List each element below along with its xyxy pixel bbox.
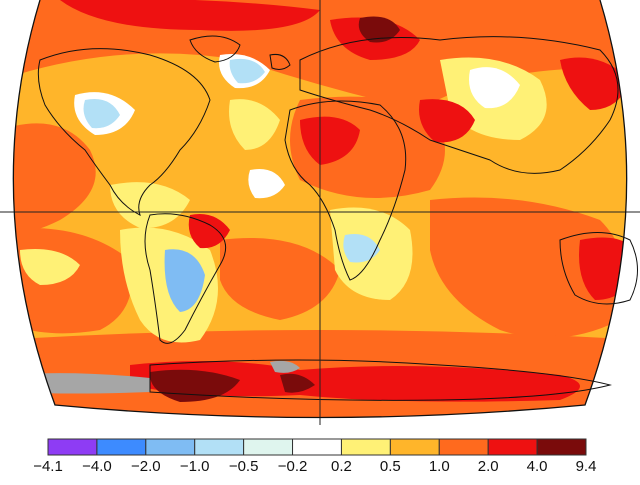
legend-bin-0 <box>47 438 98 456</box>
indian-ocean-warm <box>430 197 627 338</box>
legend-bin-9 <box>487 438 538 456</box>
coastlines <box>37 35 638 401</box>
legend-bin-6 <box>340 438 391 456</box>
legend-bin-8 <box>438 438 489 456</box>
south-america-cold <box>164 249 205 312</box>
legend-bin-7 <box>389 438 440 456</box>
legend-tick-label-11: 9.4 <box>576 458 597 475</box>
north-pacific-warm <box>13 123 96 234</box>
legend-bin-3 <box>194 438 245 456</box>
legend-tick-label-2: −2.0 <box>131 458 161 475</box>
legend-bin-5 <box>292 438 342 456</box>
color-legend-svg: −4.1 −4.0 −2.0 −1.0 −0.5 −0.2 0.2 0.5 1.0 2.0 4.0 9… <box>33 438 596 475</box>
eurasia-outline <box>299 36 619 174</box>
color-legend: −4.1 −4.0 −2.0 −1.0 −0.5 −0.2 0.2 0.5 1.0 2.0 4.0 9… <box>0 425 640 480</box>
no-data-region <box>13 373 150 394</box>
north-atlantic-cool <box>229 58 265 84</box>
siberia-neutral <box>469 67 520 109</box>
anomaly-map <box>0 0 640 425</box>
south-africa-cool <box>343 234 380 263</box>
sahara-hot <box>300 116 360 165</box>
legend-tick-label-8: 1.0 <box>429 458 450 475</box>
atlantic-neutral <box>248 169 285 199</box>
legend-tick-label-1: −4.0 <box>82 458 112 475</box>
legend-bin-4 <box>243 438 294 456</box>
africa-outline <box>284 100 407 281</box>
arctic-hot <box>60 0 320 31</box>
legend-bins <box>47 438 587 456</box>
australia-hot <box>579 237 627 300</box>
south-america-outline <box>144 213 227 344</box>
legend-tick-label-4: −0.5 <box>229 458 259 475</box>
antarctica-outline <box>149 359 612 401</box>
brazil-hot <box>188 214 230 249</box>
north-atlantic-mild <box>229 99 280 150</box>
legend-tick-label-3: −1.0 <box>180 458 210 475</box>
canada-cool <box>83 99 120 129</box>
legend-bin-2 <box>145 438 196 456</box>
iceland-outline <box>269 54 291 70</box>
antarctic-hot <box>130 361 580 402</box>
australia-outline <box>559 232 638 305</box>
pacific-mild <box>20 249 80 285</box>
greenland-outline <box>189 35 241 63</box>
antarctic-extreme <box>149 369 240 402</box>
legend-bin-10 <box>536 438 587 456</box>
legend-tick-label-9: 2.0 <box>478 458 499 475</box>
south-atlantic-warm <box>220 238 340 320</box>
legend-tick-labels: −4.1 −4.0 −2.0 −1.0 −0.5 −0.2 0.2 0.5 1.0 2.0 4.0 9… <box>33 458 596 475</box>
antarctic-extreme-2 <box>280 373 315 393</box>
legend-tick-label-10: 4.0 <box>527 458 548 475</box>
legend-bin-1 <box>96 438 147 456</box>
east-siberia-hot <box>560 57 627 110</box>
globe-outline <box>12 0 628 419</box>
south-pacific-cool <box>13 319 25 349</box>
caribbean-mild <box>110 182 190 229</box>
north-america-outline <box>37 48 211 216</box>
no-data-region-2 <box>270 360 300 373</box>
anomaly-map-svg <box>0 0 640 425</box>
legend-tick-label-7: 0.5 <box>380 458 401 475</box>
scandinavia-extreme <box>358 16 400 43</box>
middle-east-hot <box>419 99 475 143</box>
legend-tick-label-6: 0.2 <box>331 458 352 475</box>
legend-tick-label-0: −4.1 <box>33 458 63 475</box>
legend-tick-label-5: −0.2 <box>278 458 308 475</box>
